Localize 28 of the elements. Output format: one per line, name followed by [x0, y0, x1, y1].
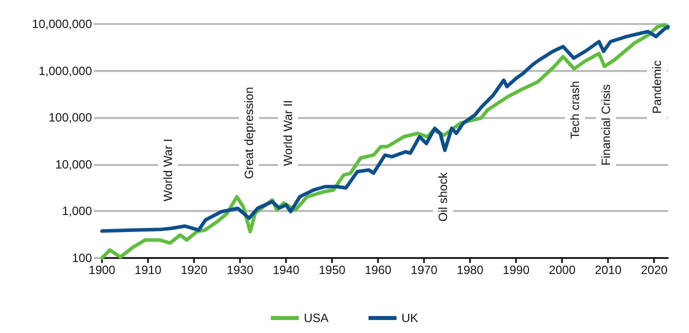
annotation: Pandemic	[650, 60, 664, 114]
legend-label: UK	[402, 311, 418, 325]
annotation: Oil shock	[436, 171, 450, 222]
x-tick-label: 1950	[318, 263, 346, 277]
annotation: World War II	[281, 100, 295, 166]
x-tick-label: 1980	[456, 263, 484, 277]
legend-label: USA	[304, 311, 329, 325]
y-tick-label: 100	[72, 251, 92, 265]
x-tick-label: 2010	[594, 263, 622, 277]
x-tick-label: 1940	[272, 263, 300, 277]
x-tick-label: 1970	[410, 263, 438, 277]
x-tick-label: 1900	[88, 263, 116, 277]
x-tick-label: 2020	[640, 263, 668, 277]
y-tick-label: 10,000,000	[32, 17, 92, 31]
annotation: Financial Crisis	[599, 84, 613, 166]
annotation: Great depression	[242, 86, 256, 180]
x-tick-label: 1920	[180, 263, 208, 277]
x-tick-label: 1960	[364, 263, 392, 277]
x-tick-label: 1930	[226, 263, 254, 277]
x-tick-label: 1990	[502, 263, 530, 277]
y-tick-label: 1,000	[62, 204, 92, 218]
y-tick-label: 10,000	[55, 157, 92, 172]
annotation: Tech crash	[568, 80, 582, 140]
annotation: World War I	[161, 138, 175, 202]
x-tick-label: 1910	[134, 263, 162, 277]
y-tick-label: 100,000	[48, 110, 92, 125]
x-tick-label: 2000	[548, 263, 576, 277]
y-tick-label: 1,000,000	[38, 64, 92, 78]
